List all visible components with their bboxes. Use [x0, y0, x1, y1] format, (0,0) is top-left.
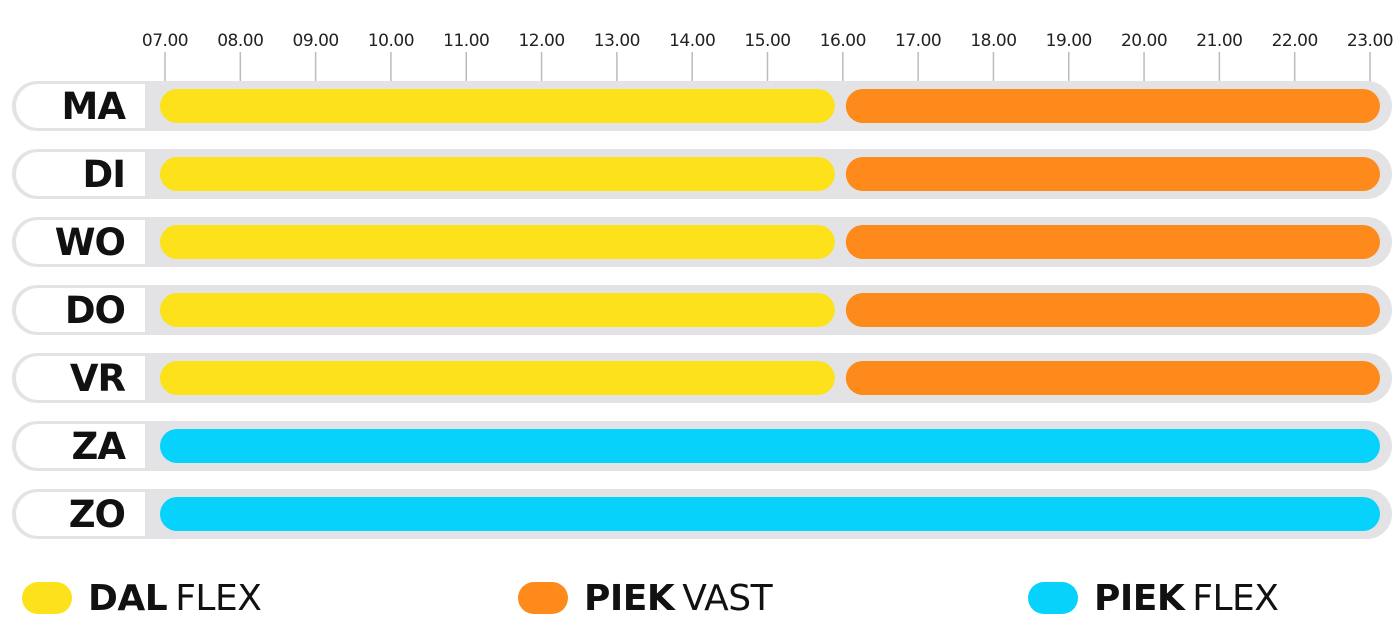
bar-segment-piek-vast [845, 361, 1380, 395]
row-label: WO [55, 221, 125, 264]
row-label: ZA [72, 425, 127, 468]
schedule-chart: 07.00 08.00 09.00 10.00 11.00 12.00 13.00 14.00… [12, 31, 1394, 539]
x-tick-label: 15.00 [744, 31, 790, 51]
row-label: MA [62, 85, 127, 128]
x-tick-label: 08.00 [217, 31, 263, 51]
x-tick-label: 07.00 [142, 31, 188, 51]
x-tick-label: 18.00 [970, 31, 1016, 51]
legend-item-piek-flex: PIEK FLEX [1028, 577, 1279, 619]
row-label: DI [83, 153, 125, 196]
x-tick-label: 22.00 [1272, 31, 1318, 51]
row-label: ZO [69, 493, 125, 536]
bar-segment-dal-flex [160, 89, 835, 123]
x-tick-label: 13.00 [594, 31, 640, 51]
x-tick-label: 09.00 [293, 31, 339, 51]
x-tick-label: 12.00 [518, 31, 564, 51]
legend-label-regular: VAST [682, 577, 773, 619]
x-tick-label: 11.00 [443, 31, 489, 51]
bar-segment-dal-flex [160, 225, 835, 259]
bar-segment-dal-flex [160, 361, 835, 395]
row-label-box [16, 84, 145, 128]
bar-segment-piek-vast [845, 225, 1380, 259]
legend-item-dal-flex: DAL FLEX [22, 577, 262, 619]
legend-label-regular: FLEX [175, 577, 262, 619]
bar-segment-piek-vast [845, 89, 1380, 123]
row-label: DO [65, 289, 125, 332]
bar-segment-dal-flex [160, 293, 835, 327]
x-tick-label: 19.00 [1046, 31, 1092, 51]
legend-swatch [1028, 582, 1078, 614]
row-label-box [16, 492, 145, 536]
row-label-box [16, 356, 145, 400]
legend-label-regular: FLEX [1192, 577, 1279, 619]
x-tick-label: 20.00 [1121, 31, 1167, 51]
bar-segment-piek-vast [845, 293, 1380, 327]
x-tick-label: 21.00 [1196, 31, 1242, 51]
bar-segment-piek-flex [160, 497, 1380, 531]
row-label-box [16, 152, 145, 196]
legend-label-bold: PIEK [1094, 577, 1185, 619]
x-tick-label: 23.00 [1347, 31, 1393, 51]
bar-segment-piek-vast [845, 157, 1380, 191]
legend-item-piek-vast: PIEK VAST [518, 577, 773, 619]
legend-swatch [518, 582, 568, 614]
x-tick-label: 14.00 [669, 31, 715, 51]
legend-label-bold: DAL [88, 577, 168, 619]
row-label-box [16, 220, 145, 264]
row-label-box [16, 424, 145, 468]
row-label-box [16, 288, 145, 332]
x-tick-label: 17.00 [895, 31, 941, 51]
bar-segment-piek-flex [160, 429, 1380, 463]
row-label: VR [70, 357, 126, 400]
legend-swatch [22, 582, 72, 614]
x-tick-label: 10.00 [368, 31, 414, 51]
bar-segment-dal-flex [160, 157, 835, 191]
x-tick-label: 16.00 [820, 31, 866, 51]
legend-label-bold: PIEK [584, 577, 675, 619]
